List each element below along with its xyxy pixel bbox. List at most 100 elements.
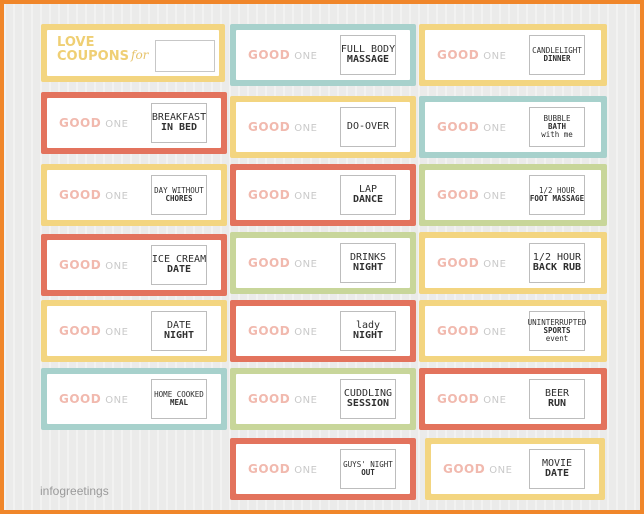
coupon-label-line: DATE: [544, 468, 570, 479]
good-for-one-text: GOOD ONE: [248, 256, 317, 270]
good-for-one-text: GOOD ONE: [248, 462, 317, 476]
one-text: ONE: [483, 395, 507, 406]
coupon-label-box: 1/2 HOUR FOOT MASSAGE: [529, 175, 585, 215]
coupon-label-line: 1/2 HOUR: [532, 251, 582, 263]
coupon-card: GOOD ONE DRINKS NIGHT: [230, 232, 416, 294]
coupon-label-line: DRINKS: [349, 251, 387, 263]
coupon-inner: GOOD ONE HOME COOKED MEAL: [47, 374, 221, 424]
coupon-label-line: SESSION: [346, 398, 390, 409]
coupon-label-box: BEER RUN: [529, 379, 585, 419]
good-text: GOOD: [248, 256, 291, 270]
coupon-inner: GOOD ONE BREAKFAST IN BED: [47, 98, 221, 148]
coupon-inner: GOOD ONE 1/2 HOUR BACK RUB: [425, 238, 601, 288]
good-for-one-text: GOOD ONE: [59, 116, 128, 130]
title-line-2: COUPONS: [57, 48, 129, 64]
coupon-inner: GOOD ONE BUBBLE BATH with me: [425, 102, 601, 152]
one-text: ONE: [294, 327, 318, 338]
coupon-label-line: with me: [541, 129, 573, 139]
good-for-one-text: GOOD ONE: [59, 258, 128, 272]
coupon-label-box: BUBBLE BATH with me: [529, 107, 585, 147]
good-text: GOOD: [437, 392, 480, 406]
coupon-label-line: NIGHT: [352, 262, 384, 273]
coupon-label-line: HOME COOKED: [154, 390, 204, 400]
one-text: ONE: [294, 259, 318, 270]
coupon-label-box: lady NIGHT: [340, 311, 396, 351]
coupon-label-line: NIGHT: [352, 330, 384, 341]
one-text: ONE: [105, 327, 129, 338]
coupon-label-line: CUDDLING: [343, 387, 393, 399]
coupon-card: GOOD ONE LAP DANCE: [230, 164, 416, 226]
one-text: ONE: [105, 261, 129, 272]
good-text: GOOD: [59, 324, 102, 338]
coupon-card: GOOD ONE 1/2 HOUR BACK RUB: [419, 232, 607, 294]
coupon-label-box: DATE NIGHT: [151, 311, 207, 351]
coupon-card: GOOD ONE HOME COOKED MEAL: [41, 368, 227, 430]
good-for-one-text: GOOD ONE: [437, 188, 506, 202]
coupon-card: GOOD ONE DAY WITHOUT CHORES: [41, 164, 227, 226]
good-text: GOOD: [248, 188, 291, 202]
good-text: GOOD: [59, 116, 102, 130]
coupon-card: GOOD ONE BUBBLE BATH with me: [419, 96, 607, 158]
coupon-label-line: OUT: [361, 468, 375, 477]
coupon-label-line: FULL BODY: [340, 43, 396, 55]
coupon-inner: GOOD ONE BEER RUN: [425, 374, 601, 424]
coupon-label-box: LAP DANCE: [340, 175, 396, 215]
coupon-label-line: BUBBLE: [543, 114, 571, 124]
coupon-label-box: MOVIE DATE: [529, 449, 585, 489]
good-text: GOOD: [437, 256, 480, 270]
good-text: GOOD: [437, 188, 480, 202]
coupon-inner: GOOD ONE ICE CREAM DATE: [47, 240, 221, 290]
coupon-label-line: BATH: [547, 122, 567, 132]
coupon-label-line: MASSAGE: [346, 54, 390, 65]
one-text: ONE: [294, 123, 318, 134]
coupon-label-line: GUYS' NIGHT: [343, 460, 393, 470]
title-text: LOVE COUPONS: [57, 36, 129, 63]
coupon-card: GOOD ONE CANDLELIGHT DINNER: [419, 24, 607, 86]
coupon-label-box: ICE CREAM DATE: [151, 245, 207, 285]
coupon-label-line: UNINTERRUPTED: [527, 318, 587, 328]
coupon-card: GOOD ONE DATE NIGHT: [41, 300, 227, 362]
coupon-label-line: BREAKFAST: [151, 111, 207, 123]
good-for-one-text: GOOD ONE: [437, 324, 506, 338]
title-coupon: LOVE COUPONS for: [41, 24, 225, 82]
coupon-label-line: event: [545, 333, 569, 343]
one-text: ONE: [489, 465, 513, 476]
coupon-label-line: IN BED: [160, 122, 198, 133]
good-for-one-text: GOOD ONE: [437, 256, 506, 270]
coupon-card: GOOD ONE DO-OVER: [230, 96, 416, 158]
coupon-inner: GOOD ONE DATE NIGHT: [47, 306, 221, 356]
good-for-one-text: GOOD ONE: [437, 48, 506, 62]
one-text: ONE: [483, 259, 507, 270]
one-text: ONE: [483, 51, 507, 62]
good-for-one-text: GOOD ONE: [437, 120, 506, 134]
coupon-label-box: UNINTERRUPTED SPORTS event: [527, 311, 587, 351]
coupon-label-box: CUDDLING SESSION: [340, 379, 396, 419]
coupon-label-line: lady: [355, 319, 381, 331]
coupon-label-line: DO-OVER: [346, 120, 390, 132]
coupon-label-box: FULL BODY MASSAGE: [340, 35, 396, 75]
coupon-inner: GOOD ONE DO-OVER: [236, 102, 410, 152]
coupon-inner: GOOD ONE CUDDLING SESSION: [236, 374, 410, 424]
coupon-label-line: MOVIE: [541, 457, 573, 469]
coupon-inner: GOOD ONE DAY WITHOUT CHORES: [47, 170, 221, 220]
coupon-inner: GOOD ONE lady NIGHT: [236, 306, 410, 356]
good-for-one-text: GOOD ONE: [248, 188, 317, 202]
coupon-card: GOOD ONE BEER RUN: [419, 368, 607, 430]
one-text: ONE: [483, 191, 507, 202]
title-coupon-inner: LOVE COUPONS for: [47, 30, 219, 76]
good-text: GOOD: [248, 48, 291, 62]
one-text: ONE: [483, 123, 507, 134]
coupon-label-box: DRINKS NIGHT: [340, 243, 396, 283]
coupon-label-line: LAP: [358, 183, 378, 195]
good-for-one-text: GOOD ONE: [443, 462, 512, 476]
coupon-label-line: DANCE: [352, 194, 384, 205]
coupon-inner: GOOD ONE DRINKS NIGHT: [236, 238, 410, 288]
name-box: [155, 40, 215, 72]
coupon-inner: GOOD ONE 1/2 HOUR FOOT MASSAGE: [425, 170, 601, 220]
for-text: for: [131, 48, 149, 62]
coupon-label-box: GUYS' NIGHT OUT: [340, 449, 396, 489]
one-text: ONE: [294, 191, 318, 202]
good-text: GOOD: [248, 120, 291, 134]
coupon-label-line: CHORES: [165, 194, 193, 203]
coupon-label-line: FOOT MASSAGE: [529, 194, 585, 203]
